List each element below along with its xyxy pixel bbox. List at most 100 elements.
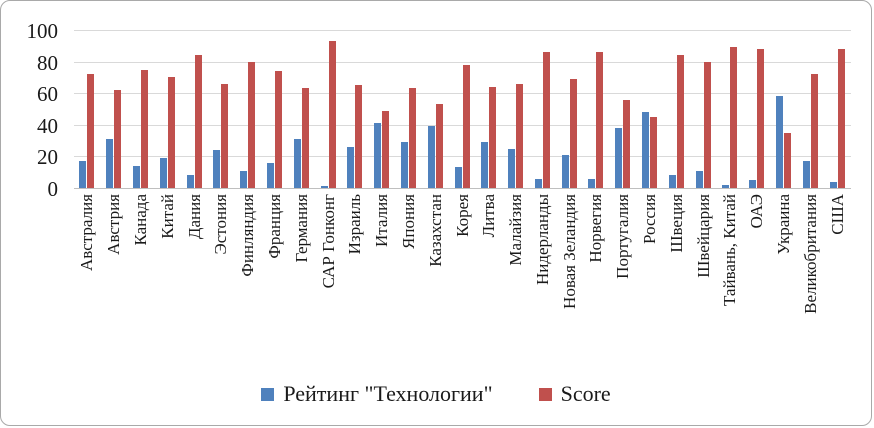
- bar-score: [408, 88, 416, 188]
- bar-rating: [106, 139, 114, 188]
- bar-score: [355, 85, 363, 188]
- x-axis-category-label: Австралия: [77, 194, 97, 271]
- bar-rating: [534, 178, 542, 188]
- bar-rating: [132, 165, 140, 188]
- x-axis-category-label: Канада: [130, 194, 150, 246]
- x-axis-category-label: Норвегия: [586, 194, 606, 263]
- gridline: [74, 61, 851, 63]
- x-axis-category-label: Малайзия: [506, 194, 526, 266]
- bar-rating: [481, 142, 489, 188]
- bar-rating: [454, 167, 462, 188]
- x-axis-category-label: Дания: [184, 194, 204, 240]
- bar-score: [676, 55, 684, 188]
- x-axis-category-label: Казахстан: [425, 194, 445, 267]
- bar-score: [623, 99, 631, 188]
- x-axis-category-label: Португалия: [613, 194, 633, 279]
- bar-score: [784, 132, 792, 188]
- bar-score: [516, 83, 524, 188]
- bar-rating: [802, 161, 810, 188]
- x-axis-category-label: САР Гонконг: [318, 194, 338, 289]
- bar-rating: [695, 170, 703, 188]
- y-axis-tick-label: 80: [37, 50, 58, 75]
- x-axis-category-label: Швейцария: [693, 194, 713, 278]
- x-axis-category-label: Россия: [640, 194, 660, 244]
- bar-score: [703, 61, 711, 188]
- bar-rating: [293, 139, 301, 188]
- bar-score: [596, 52, 604, 188]
- bar-rating: [213, 150, 221, 188]
- legend-swatch-score: [538, 387, 552, 401]
- x-axis-category-label: Австрия: [104, 194, 124, 255]
- bar-score: [730, 47, 738, 188]
- bar-score: [114, 90, 122, 188]
- legend-item-rating: Рейтинг "Технологии": [261, 381, 493, 407]
- bar-rating: [668, 175, 676, 188]
- plot-area: [74, 30, 851, 189]
- legend: Рейтинг "Технологии" Score: [1, 381, 871, 407]
- legend-item-score: Score: [538, 381, 611, 407]
- bar-score: [248, 61, 256, 188]
- bar-rating: [400, 142, 408, 188]
- bar-rating: [829, 181, 837, 188]
- y-axis-tick-label: 40: [37, 113, 58, 138]
- bar-score: [757, 48, 765, 188]
- bar-score: [301, 88, 309, 188]
- bar-rating: [642, 112, 650, 188]
- bar-score: [274, 71, 282, 188]
- x-axis-category-label: Китай: [157, 194, 177, 239]
- y-axis-tick-label: 0: [47, 177, 59, 201]
- bar-score: [382, 110, 390, 188]
- gridline: [74, 30, 851, 31]
- x-axis-category-label: Украина: [774, 194, 794, 255]
- y-axis-tick-label: 60: [37, 82, 58, 107]
- bar-score: [140, 69, 148, 188]
- x-axis-line: [74, 188, 851, 189]
- y-axis-tick-label: 100: [26, 19, 59, 43]
- bar-score: [435, 104, 443, 188]
- x-axis-category-label: ОАЭ: [747, 194, 767, 229]
- bar-rating: [159, 157, 167, 188]
- bar-rating: [347, 146, 355, 188]
- x-axis-category-label: Швеция: [666, 194, 686, 253]
- x-axis-category-label: Тайвань, Китай: [720, 194, 740, 307]
- x-axis-category-label: Израиль: [345, 194, 365, 255]
- bar-rating: [776, 96, 784, 188]
- bar-score: [650, 116, 658, 188]
- x-axis-category-label: Финляндия: [238, 194, 258, 277]
- bar-score: [837, 48, 845, 188]
- x-axis-category-label: Нидерланды: [532, 194, 552, 286]
- bar-score: [810, 74, 818, 188]
- bar-rating: [79, 161, 87, 188]
- bar-score: [167, 77, 175, 188]
- bar-score: [542, 52, 550, 188]
- bar-rating: [427, 126, 435, 188]
- legend-label-score: Score: [560, 381, 611, 406]
- bar-rating: [266, 162, 274, 188]
- x-axis-category-label: Эстония: [211, 194, 231, 255]
- x-axis-category-label: Литва: [479, 194, 499, 238]
- bar-score: [194, 55, 202, 188]
- legend-swatch-rating: [261, 387, 275, 401]
- x-axis-category-label: Корея: [452, 194, 472, 237]
- bar-score: [328, 41, 336, 188]
- bar-rating: [186, 175, 194, 188]
- bar-rating: [508, 148, 516, 188]
- bar-rating: [374, 123, 382, 188]
- bar-rating: [561, 154, 569, 188]
- y-axis-tick-label: 20: [37, 145, 58, 170]
- x-axis-category-label: Германия: [291, 194, 311, 263]
- x-axis-category-label: Великобритания: [800, 194, 820, 314]
- bar-rating: [240, 170, 248, 188]
- bar-score: [87, 74, 95, 188]
- x-axis-category-label: Франция: [264, 194, 284, 259]
- bar-rating: [722, 184, 730, 188]
- legend-label-rating: Рейтинг "Технологии": [283, 381, 493, 406]
- x-axis-category-label: Новая Зеландия: [559, 194, 579, 309]
- bar-score: [462, 64, 470, 188]
- bar-score: [489, 86, 497, 188]
- bar-rating: [320, 186, 328, 188]
- bar-rating: [749, 180, 757, 188]
- bar-score: [221, 83, 229, 188]
- bar-score: [569, 78, 577, 188]
